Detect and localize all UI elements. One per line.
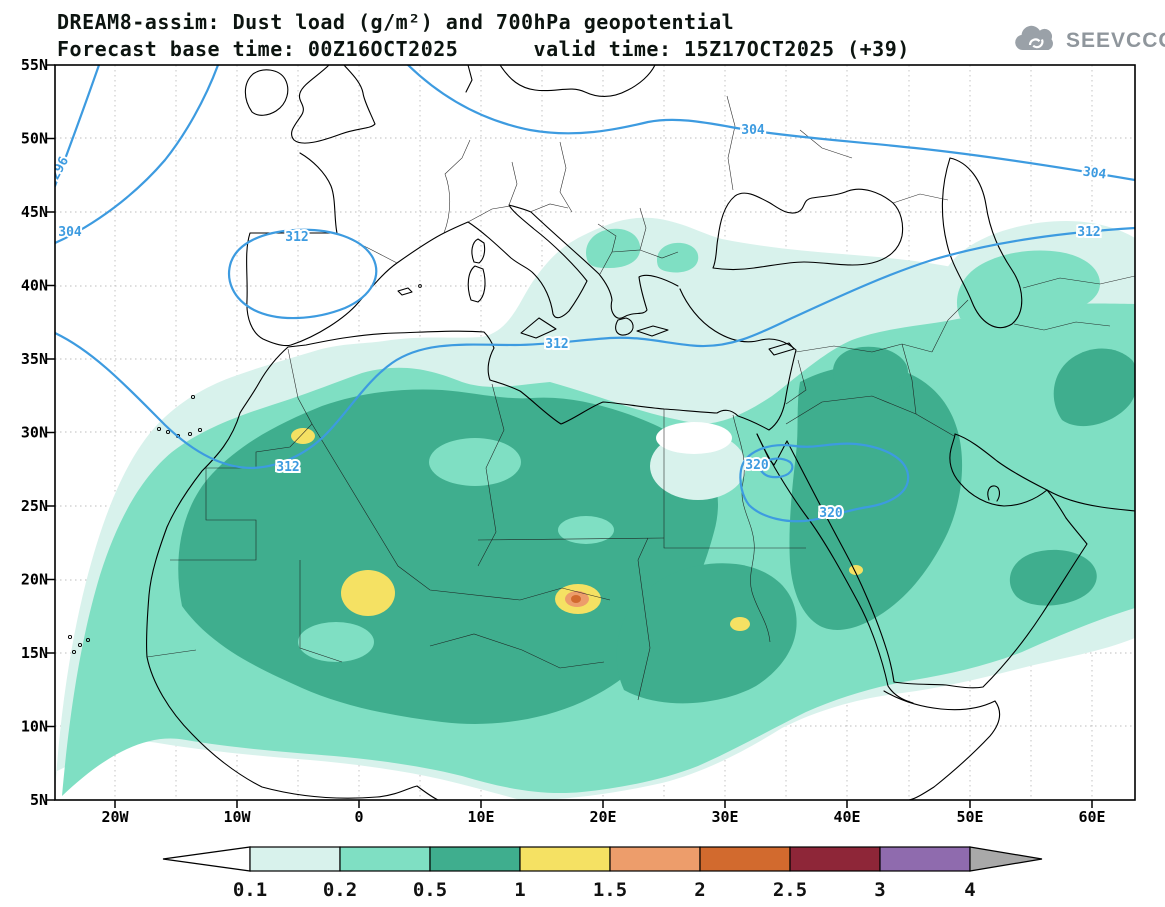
colorbar-arrow-right — [969, 846, 1043, 872]
lon-label: 10W — [223, 808, 251, 826]
contour-label: 304 — [1082, 164, 1108, 182]
contour-label: 312 — [545, 337, 568, 352]
lon-label: 20W — [101, 808, 129, 826]
lat-label: 40N — [21, 277, 48, 295]
dust-hole-egypt-white — [656, 422, 732, 454]
lon-label: 30E — [711, 808, 738, 826]
seevccc-logo: SEEVCCC — [1012, 24, 1165, 58]
colorbar-segment — [789, 846, 881, 872]
colorbar-tick-label: 1.5 — [593, 879, 627, 901]
contour-320-loop — [739, 442, 910, 523]
lat-axis: 55N 50N 45N 40N 35N 30N 25N 20N 15N 10N … — [21, 56, 48, 809]
geopotential-contours — [55, 65, 1135, 523]
colorbar-segment — [519, 846, 611, 872]
dust-max-sudan — [730, 617, 750, 631]
colorbar-tick-label: 3 — [874, 879, 885, 901]
contour-296 — [55, 65, 101, 188]
colorbar-segment — [339, 846, 431, 872]
colorbar-tick-label: 2.5 — [773, 879, 807, 901]
lat-label: 5N — [30, 791, 48, 809]
colorbar-tick-label: 2 — [694, 879, 705, 901]
lon-label: 40E — [833, 808, 860, 826]
lat-label: 15N — [21, 644, 48, 662]
lat-label: 20N — [21, 571, 48, 589]
contour-312-iberia — [228, 228, 378, 320]
dust-layer-0.5-iraq — [832, 346, 908, 395]
lat-label: 35N — [21, 350, 48, 368]
dust-layer-0.5-iran-b — [1009, 549, 1097, 606]
colorbar-tick-label: 0.2 — [323, 879, 357, 901]
lat-label: 10N — [21, 718, 48, 736]
dust-hole-central — [429, 438, 521, 486]
lon-label: 20E — [589, 808, 616, 826]
contour-label: 312 — [276, 460, 299, 475]
colorbar-tick-label: 1 — [514, 879, 525, 901]
colorbar-tick-label: 0.5 — [413, 879, 447, 901]
colorbar-ticks: 0.1 0.2 0.5 1 1.5 2 2.5 3 4 — [233, 879, 976, 901]
dust-field — [55, 217, 1135, 800]
seevccc-cloud-icon — [1015, 25, 1053, 51]
dust-hole-sahel — [298, 622, 374, 662]
dust-layer-0.5-sudan — [616, 563, 797, 704]
lon-label: 60E — [1078, 808, 1105, 826]
contour-304-north — [406, 65, 1135, 182]
contour-label: 312 — [1077, 225, 1100, 240]
logo-text: SEEVCCC — [1066, 29, 1165, 52]
dust-max-algeria — [291, 428, 315, 444]
colorbar-segment — [879, 846, 971, 872]
dust-layer-0.5-arabia — [789, 365, 963, 630]
colorbar: 0.1 0.2 0.5 1 1.5 2 2.5 3 4 — [162, 846, 1043, 901]
contour-label: 312 — [285, 230, 308, 245]
lon-axis: 20W 10W 0 10E 20E 30E 40E 50E 60E — [101, 808, 1105, 826]
dust-layer-0.2-balkans-b — [656, 242, 699, 273]
lat-label: 50N — [21, 130, 48, 148]
colorbar-segment — [429, 846, 521, 872]
dust-max-redsea — [849, 565, 863, 575]
dust-layer-0.5-iran-a — [1053, 348, 1135, 427]
contour-320-inner — [758, 457, 794, 479]
lon-label: 10E — [467, 808, 494, 826]
lon-label: 50E — [956, 808, 983, 826]
contour-label: 304 — [741, 123, 765, 138]
contour-label: 296 — [48, 154, 72, 182]
contour-value-labels: 296 304 304 304 312 312 312 312 320 320 — [48, 121, 1109, 523]
title-line-2: Forecast base time: 00Z16OCT2025 valid t… — [57, 37, 910, 61]
contour-312-long — [55, 226, 1135, 470]
contour-label: 304 — [58, 225, 82, 240]
colorbar-tick-label: 4 — [964, 879, 975, 901]
dust-max-chad-core — [571, 595, 581, 603]
axis-ticks — [47, 64, 1093, 808]
dust-max-mali — [341, 570, 395, 616]
colorbar-segment — [609, 846, 701, 872]
contour-label: 320 — [819, 506, 843, 521]
island-dots — [67, 284, 422, 655]
lat-label: 30N — [21, 424, 48, 442]
colorbar-arrow-left — [162, 846, 251, 872]
lat-label: 55N — [21, 56, 48, 74]
lat-label: 45N — [21, 203, 48, 221]
lat-label: 25N — [21, 497, 48, 515]
title-line-1: DREAM8-assim: Dust load (g/m²) and 700hP… — [57, 10, 735, 34]
colorbar-tick-label: 0.1 — [233, 879, 267, 901]
contour-304-west — [55, 65, 220, 245]
dust-hole-east — [558, 516, 614, 544]
colorbar-segment — [699, 846, 791, 872]
contour-label: 320 — [745, 458, 769, 473]
lon-label: 0 — [354, 808, 363, 826]
colorbar-segment — [249, 846, 341, 872]
coastlines — [146, 65, 1135, 800]
